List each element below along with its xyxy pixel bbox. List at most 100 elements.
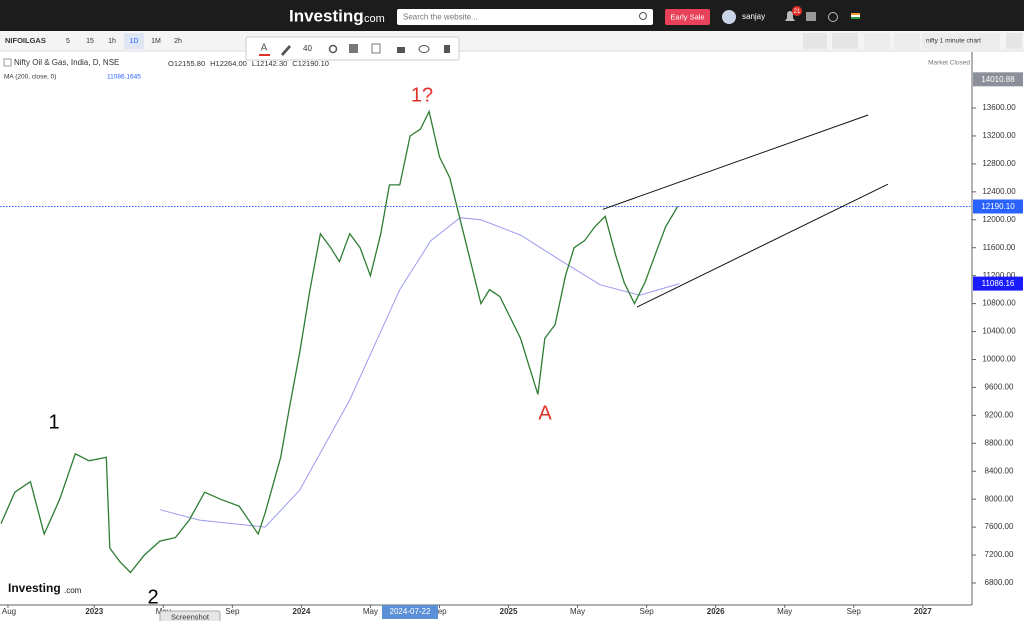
username[interactable]: sanjay xyxy=(742,12,765,21)
chart: 1? 1 2 A xyxy=(0,84,972,608)
search-placeholder: Search the website... xyxy=(403,13,478,22)
y-tick-label: 13600.00 xyxy=(982,103,1016,112)
y-tick-label: 6800.00 xyxy=(985,578,1014,587)
trend-line xyxy=(602,114,869,210)
crosshair-label: 2024-07-22 xyxy=(390,607,431,616)
price-tag-label: 12190.10 xyxy=(981,202,1015,211)
portfolio-icon[interactable] xyxy=(806,12,816,21)
interval-label[interactable]: 1h xyxy=(108,38,116,45)
interval-label[interactable]: 2h xyxy=(174,38,182,45)
symbol[interactable]: NIFOILGAS xyxy=(5,36,46,45)
annotation: 1? xyxy=(411,84,433,106)
instrument: Nifty Oil & Gas, India, D, NSE xyxy=(14,58,119,67)
annotation: A xyxy=(538,402,552,424)
delete-tool[interactable] xyxy=(444,45,450,53)
market-status: Market Closed xyxy=(928,60,970,67)
interval-button[interactable] xyxy=(168,33,188,49)
trend-line xyxy=(636,183,889,308)
promo-label: Early Sale xyxy=(670,12,704,21)
promo-button[interactable] xyxy=(665,9,710,25)
y-tick-label: 13200.00 xyxy=(982,131,1016,140)
interval-label[interactable]: 5 xyxy=(66,38,70,45)
interval-button[interactable] xyxy=(102,33,122,49)
flag xyxy=(851,17,860,19)
y-tick-label: 11200.00 xyxy=(983,271,1016,280)
crosshair-tag xyxy=(382,605,438,619)
indicator-value: 11086.1645 xyxy=(107,74,141,81)
badge xyxy=(792,6,802,16)
flag xyxy=(851,15,860,17)
y-tick-label: 12000.00 xyxy=(982,215,1016,224)
indicator: MA (200, close, 0) xyxy=(4,74,56,81)
annotation: 2 xyxy=(147,586,158,608)
tooltip-label: Screenshot xyxy=(171,612,210,621)
price-tag xyxy=(973,276,1023,291)
fill-tool[interactable] xyxy=(349,44,358,53)
badge-count: 21 xyxy=(794,9,801,15)
cloud-save[interactable] xyxy=(894,33,920,49)
ohlc-value: C12190.10 xyxy=(292,59,329,68)
layout-name[interactable]: nifty 1 minute chart xyxy=(926,38,981,45)
tooltip xyxy=(159,610,221,621)
price-tag xyxy=(973,72,1023,87)
x-tick-label: May xyxy=(363,607,378,616)
interval-button[interactable] xyxy=(58,33,78,49)
search-box[interactable] xyxy=(397,9,653,25)
search-icon[interactable] xyxy=(639,12,647,20)
x-tick-label: Sep xyxy=(847,607,862,616)
logo[interactable]: Investing xyxy=(289,6,364,25)
y-tick-label: 9600.00 xyxy=(985,383,1014,392)
price-tag-label: 11086.16 xyxy=(982,279,1015,288)
logo-suffix: .com xyxy=(361,13,385,25)
ohlc-value: O12155.80 xyxy=(168,59,205,68)
flag[interactable] xyxy=(851,13,860,15)
interval-label[interactable]: 1M xyxy=(151,38,161,45)
layout-button[interactable] xyxy=(832,33,858,49)
y-tick-label: 11600.00 xyxy=(983,243,1016,252)
price-tag xyxy=(973,199,1023,214)
x-tick-label: 2025 xyxy=(500,607,518,616)
cloud-load[interactable] xyxy=(864,33,890,49)
x-tick-label: Sep xyxy=(432,607,447,616)
pen-tool[interactable] xyxy=(281,45,291,56)
x-tick-label: Sep xyxy=(225,607,240,616)
visibility-tool[interactable] xyxy=(418,45,430,53)
clock-icon[interactable] xyxy=(828,12,838,22)
interval-label[interactable]: 1D xyxy=(130,38,139,45)
clone-tool[interactable] xyxy=(371,43,381,54)
y-tick-label: 10400.00 xyxy=(982,327,1016,336)
watermark-logo: Investing xyxy=(8,581,61,595)
y-tick-label: 8800.00 xyxy=(985,438,1014,447)
x-tick-label: 2023 xyxy=(85,607,103,616)
y-tick-label: 8400.00 xyxy=(985,466,1014,475)
fullscreen-button[interactable] xyxy=(1006,33,1022,49)
layout-select[interactable] xyxy=(922,33,1000,49)
bell-icon[interactable] xyxy=(785,11,795,21)
y-tick-label: 7600.00 xyxy=(985,522,1014,531)
interval-label[interactable]: 15 xyxy=(86,38,94,45)
settings-tool[interactable] xyxy=(328,44,338,54)
x-tick-label: May xyxy=(570,607,585,616)
y-tick-label: 8000.00 xyxy=(985,494,1014,503)
y-tick-label: 12800.00 xyxy=(982,159,1016,168)
y-tick-label: 7200.00 xyxy=(985,550,1014,559)
interval-button[interactable] xyxy=(80,33,100,49)
interval-button[interactable] xyxy=(124,33,144,49)
x-tick-label: 2024 xyxy=(292,607,310,616)
interval-button[interactable] xyxy=(146,33,166,49)
ohlc-value: L12142.30 xyxy=(252,59,287,68)
avatar[interactable] xyxy=(722,10,736,24)
collapse-box[interactable] xyxy=(3,58,12,67)
x-tick-label: 2027 xyxy=(914,607,932,616)
watermark-suffix: .com xyxy=(64,586,82,595)
text-color-tool[interactable]: A xyxy=(261,43,268,54)
x-tick-label: 2026 xyxy=(707,607,725,616)
annotation: 1 xyxy=(48,411,59,433)
camera-button[interactable] xyxy=(803,33,827,49)
x-tick-label: May xyxy=(777,607,792,616)
line-width[interactable]: 40 xyxy=(303,44,312,53)
y-tick-label: 10800.00 xyxy=(982,299,1016,308)
lock-tool[interactable] xyxy=(397,47,405,53)
